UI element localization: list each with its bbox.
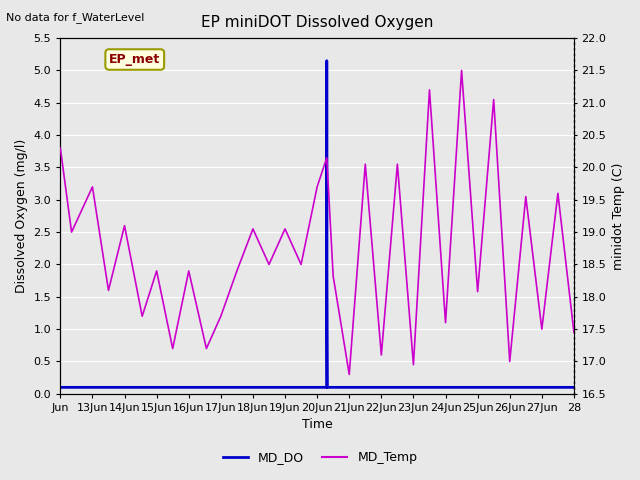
- X-axis label: Time: Time: [301, 419, 333, 432]
- Text: EP_met: EP_met: [109, 53, 161, 66]
- Text: No data for f_WaterLevel: No data for f_WaterLevel: [6, 12, 145, 23]
- Legend: MD_DO, MD_Temp: MD_DO, MD_Temp: [218, 446, 422, 469]
- Y-axis label: Dissolved Oxygen (mg/l): Dissolved Oxygen (mg/l): [15, 139, 28, 293]
- Y-axis label: minidot Temp (C): minidot Temp (C): [612, 162, 625, 270]
- Title: EP miniDOT Dissolved Oxygen: EP miniDOT Dissolved Oxygen: [201, 15, 433, 30]
